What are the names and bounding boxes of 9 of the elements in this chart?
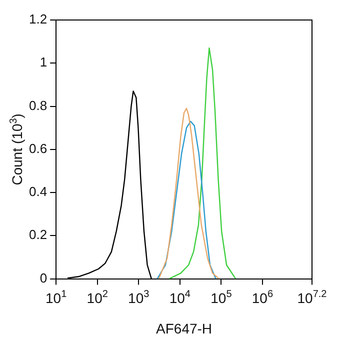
y-tick-label: 0 (40, 270, 48, 286)
y-tick-label: 0.6 (28, 140, 48, 156)
y-tick-label: 1.2 (28, 12, 48, 27)
y-tick-label: 0.8 (28, 98, 48, 113)
x-axis-title: AF647-H (156, 320, 212, 336)
y-axis-title: Count (103) (8, 114, 25, 186)
y-tick-label: 0.2 (28, 227, 48, 242)
y-tick-label: 1 (40, 54, 48, 70)
y-tick-label: 0.4 (28, 184, 48, 200)
